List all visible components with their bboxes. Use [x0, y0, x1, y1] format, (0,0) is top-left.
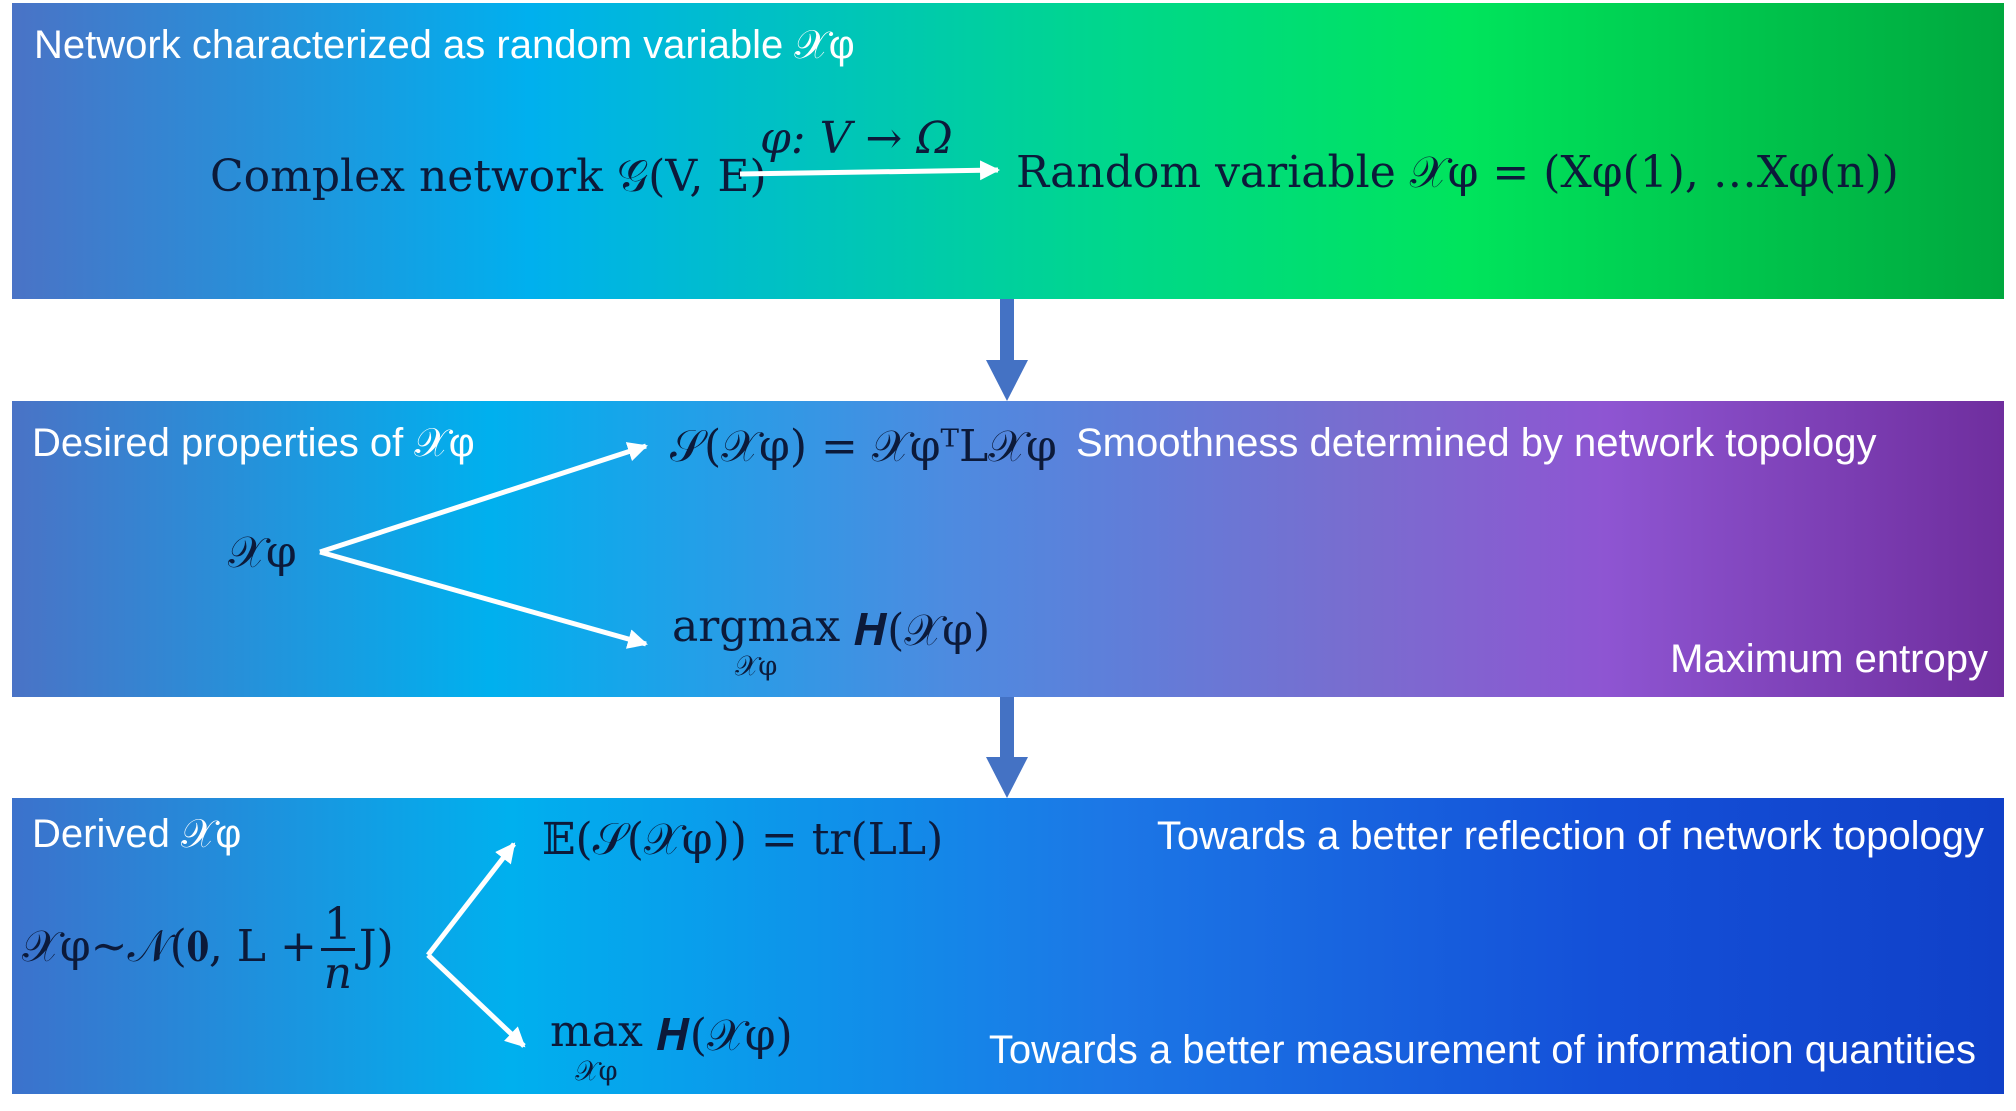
- random-variable-label: Random variable 𝒳φ = (Xφ(1), …Xφ(n)): [1016, 147, 1899, 198]
- distribution-head: 𝒳φ~𝒩(𝟎, L +: [22, 921, 317, 973]
- branch-arrow-smoothness: [319, 442, 648, 555]
- max-entropy-label: Maximum entropy: [1670, 637, 1988, 681]
- fraction-numerator: 1: [320, 901, 355, 952]
- panel2-title: Desired properties of 𝒳φ: [32, 421, 475, 465]
- mapping-label: φ: V → Ω: [760, 113, 953, 164]
- branch-arrow-entropy: [319, 549, 648, 649]
- smoothness-formula: 𝒮(𝒳φ) = 𝒳φᵀL𝒳φ: [670, 421, 1057, 472]
- max-entropy-formula: argmax 𝒳φ 𝑯(𝒳φ): [672, 605, 991, 682]
- topology-reflection-label: Towards a better reflection of network t…: [1156, 814, 1984, 858]
- expected-smoothness-formula: 𝔼(𝒮(𝒳φ)) = tr(LL): [542, 814, 944, 865]
- panel2-source-variable: 𝒳φ: [228, 527, 297, 578]
- information-measurement-label: Towards a better measurement of informat…: [988, 1028, 1976, 1072]
- fraction-denominator: n: [323, 948, 353, 1000]
- entropy-term: 𝑯(𝒳φ): [854, 605, 991, 656]
- smoothness-label: Smoothness determined by network topolog…: [1076, 421, 1877, 465]
- argmax-subscript: 𝒳φ: [734, 651, 778, 682]
- connector-arrow-1-to-2: [986, 299, 1028, 401]
- branch-arrow-expectation: [426, 842, 516, 957]
- panel3-title: Derived 𝒳φ: [32, 812, 242, 856]
- max-operator: max: [550, 1006, 643, 1057]
- complex-network-label: Complex network 𝒢(V, E): [210, 151, 767, 202]
- max-subscript: 𝒳φ: [575, 1056, 618, 1087]
- max-information-formula: max 𝒳φ 𝑯(𝒳φ): [550, 1010, 793, 1087]
- information-term: 𝑯(𝒳φ): [656, 1010, 793, 1061]
- branch-arrow-max-information: [426, 953, 526, 1048]
- mapping-arrow: [739, 160, 1000, 181]
- panel-desired-properties: Desired properties of 𝒳φ 𝒳φ 𝒮(𝒳φ) = 𝒳φᵀL…: [12, 401, 2004, 697]
- distribution-tail: J): [358, 921, 394, 973]
- panel-network-as-random-variable: Network characterized as random variable…: [12, 3, 2004, 299]
- panel1-title: Network characterized as random variable…: [34, 23, 855, 67]
- distribution-formula: 𝒳φ~𝒩(𝟎, L +1 n J): [22, 901, 394, 1000]
- panel-derived-variable: Derived 𝒳φ 𝒳φ~𝒩(𝟎, L +1 n J) 𝔼(𝒮(𝒳φ)) = tr…: [12, 798, 2004, 1094]
- connector-arrow-2-to-3: [986, 697, 1028, 798]
- argmax-operator: argmax: [672, 601, 841, 652]
